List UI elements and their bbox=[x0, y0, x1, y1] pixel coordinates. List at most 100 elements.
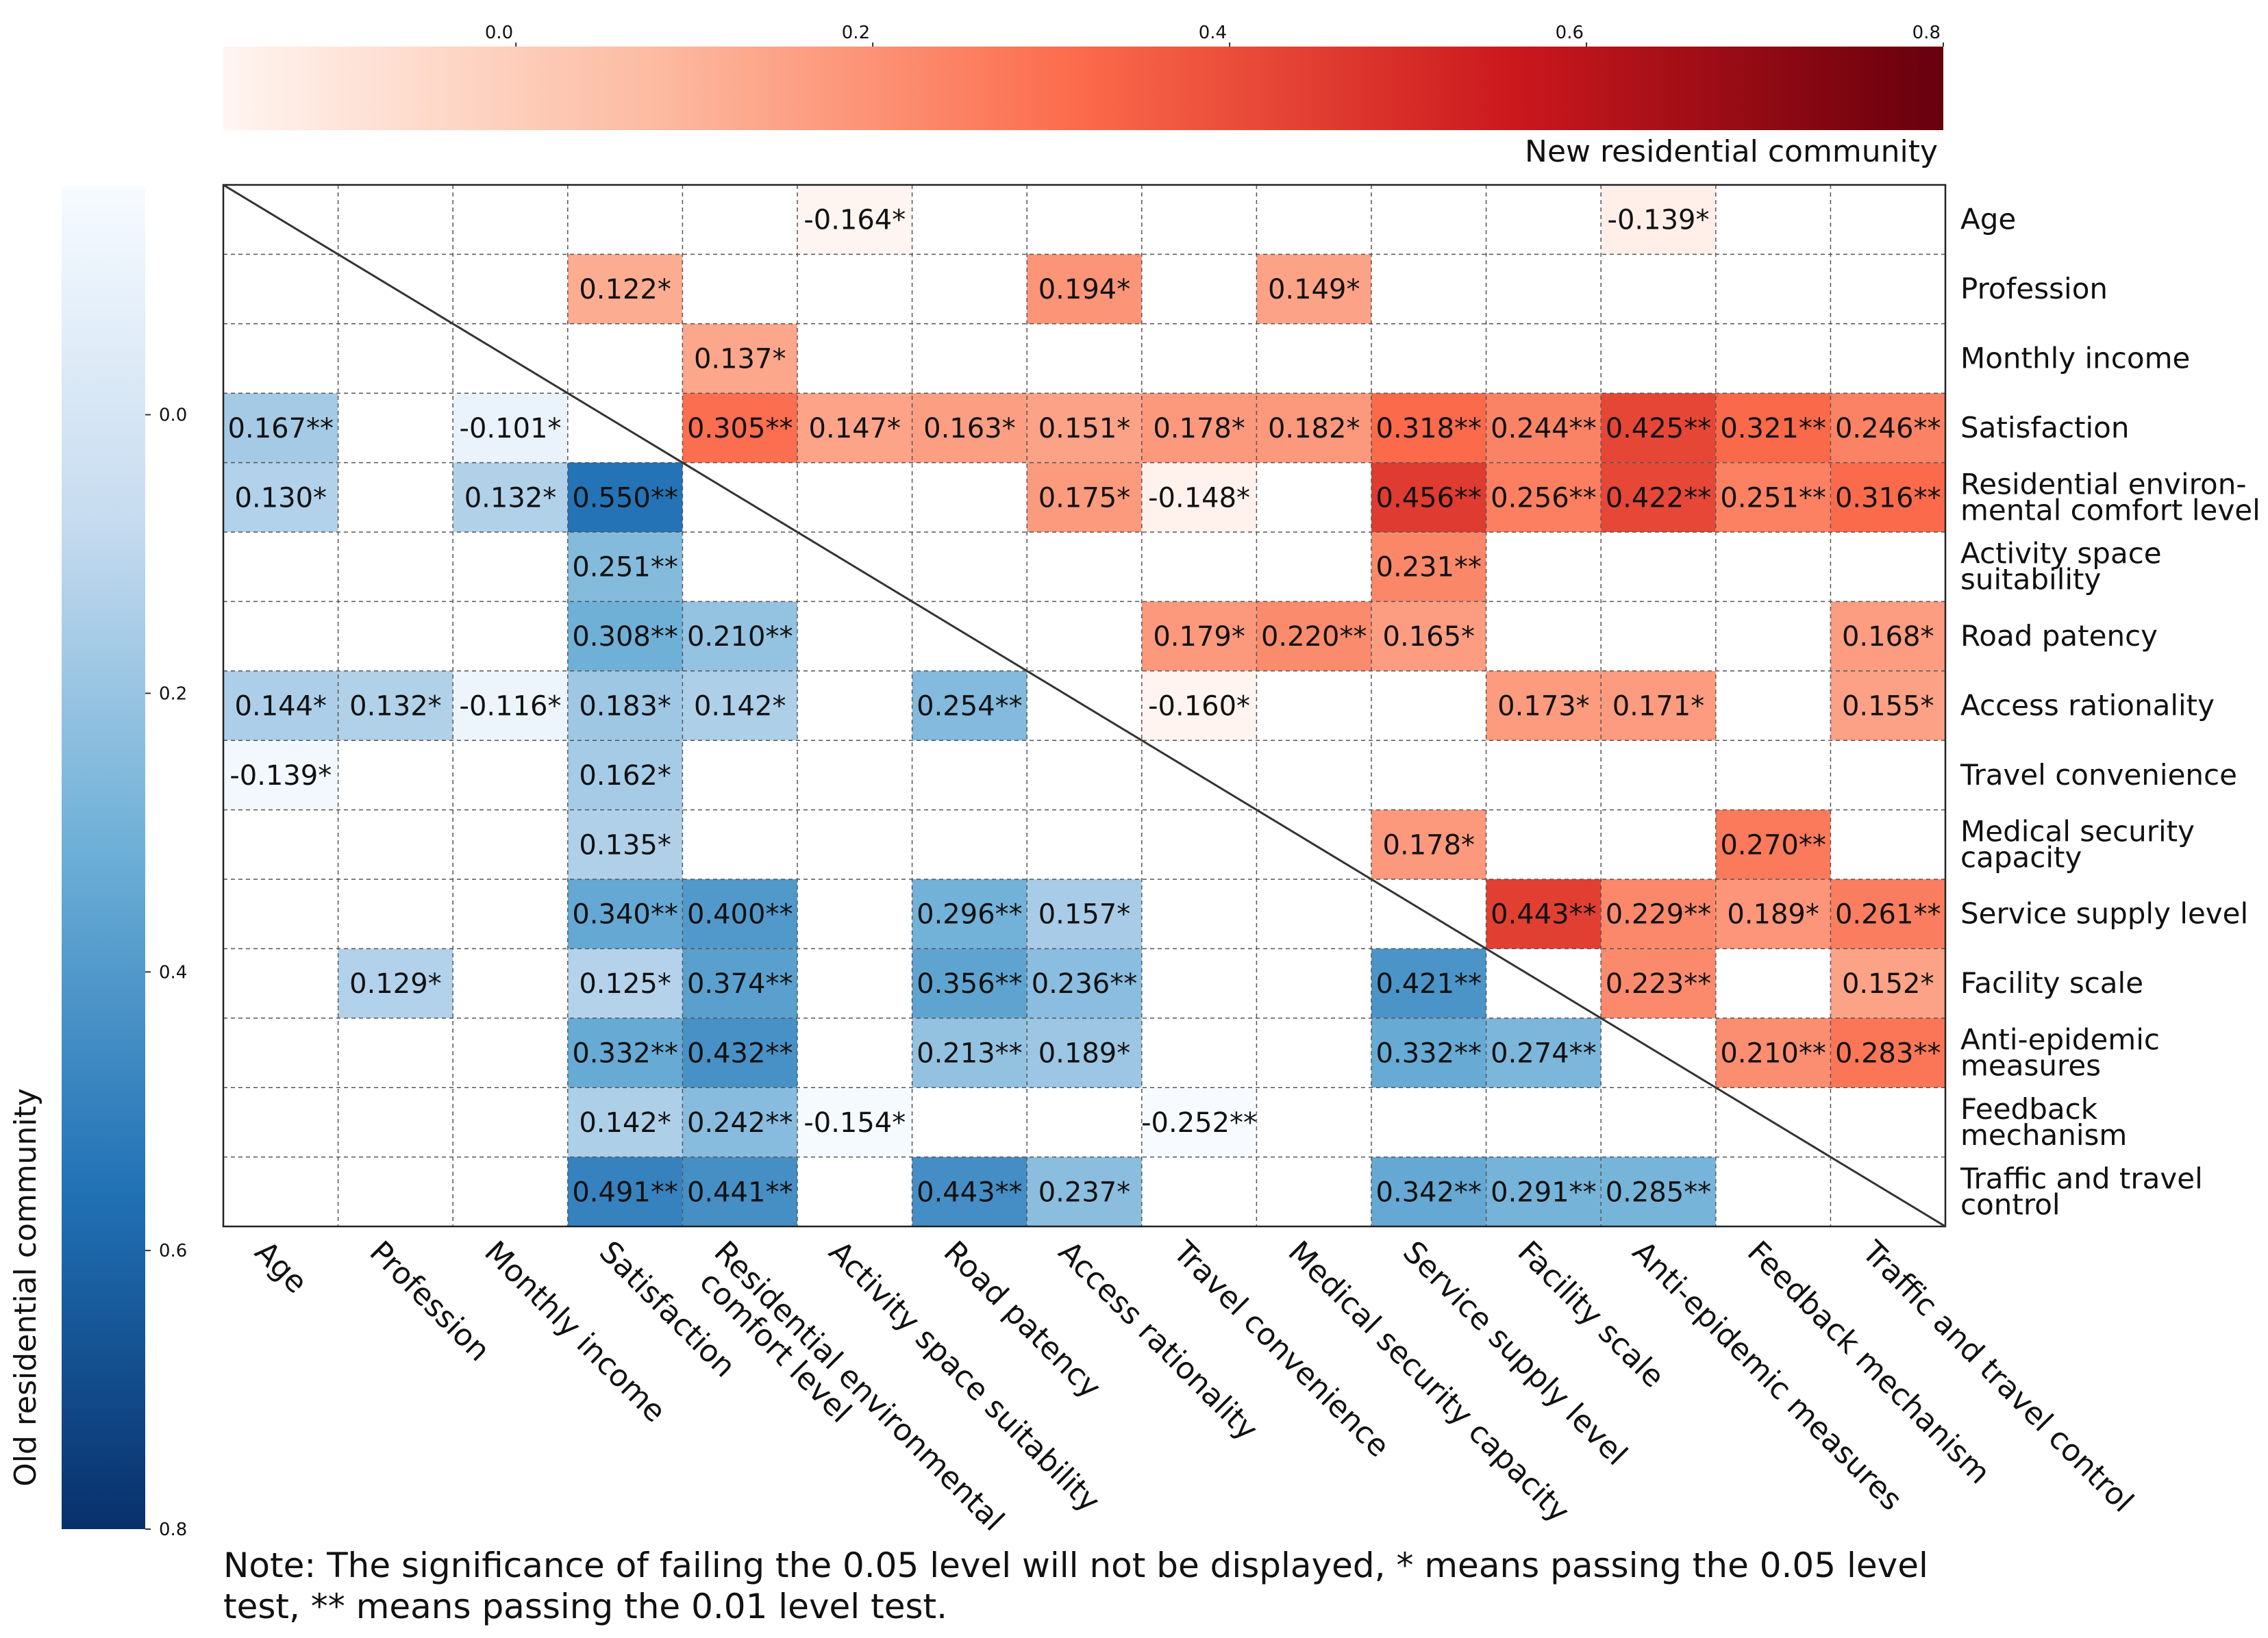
column-label-line: Profession bbox=[363, 1235, 497, 1368]
new-community-gradient-bar bbox=[223, 47, 1943, 130]
cell-value-label: 0.256** bbox=[1491, 482, 1597, 514]
column-label: Profession bbox=[363, 1235, 497, 1368]
old-community-cell bbox=[223, 740, 338, 810]
row-label-line: Travel convenience bbox=[1960, 758, 2237, 792]
new-community-cell bbox=[1027, 393, 1142, 463]
cell-value-label: 0.179* bbox=[1153, 621, 1245, 653]
old-community-cell bbox=[567, 1018, 683, 1088]
cell-value-label: 0.491** bbox=[572, 1176, 678, 1208]
old-community-cell bbox=[797, 1087, 912, 1157]
cell-value-label: 0.147* bbox=[809, 413, 901, 444]
new-community-cell bbox=[567, 254, 683, 324]
old-community-cell bbox=[1486, 1157, 1602, 1226]
old-community-cell bbox=[567, 948, 683, 1018]
cell-value-label: 0.332** bbox=[1376, 1038, 1482, 1070]
row-label-line: Age bbox=[1960, 203, 2016, 236]
cell-value-label: -0.116* bbox=[460, 691, 562, 722]
cell-value-label: 0.178* bbox=[1153, 413, 1245, 444]
row-label: Age bbox=[1960, 203, 2016, 236]
column-label: Age bbox=[248, 1235, 314, 1300]
old-community-cell bbox=[223, 393, 338, 463]
old-community-cell bbox=[682, 670, 797, 741]
cell-value-label: 0.142* bbox=[694, 691, 786, 722]
cell-value-label: 0.210** bbox=[1720, 1038, 1826, 1070]
cell-value-label: 0.132* bbox=[349, 691, 442, 722]
old-community-cell bbox=[1027, 879, 1142, 949]
cell-value-label: 0.251** bbox=[1720, 482, 1826, 514]
row-label-line: Access rationality bbox=[1960, 689, 2215, 722]
old-colorbar-tick-label: 0.4 bbox=[159, 962, 187, 983]
cell-value-label: 0.244** bbox=[1491, 413, 1597, 444]
cell-value-label: 0.274** bbox=[1491, 1038, 1597, 1070]
cell-value-label: 0.400** bbox=[687, 899, 793, 931]
cell-value-label: 0.194* bbox=[1038, 274, 1131, 305]
new-community-cell bbox=[1830, 601, 1945, 671]
old-community-cell bbox=[567, 1157, 683, 1226]
cell-value-label: 0.163* bbox=[923, 413, 1016, 444]
row-label-line: Monthly income bbox=[1960, 342, 2190, 375]
new-community-cell bbox=[797, 393, 912, 463]
diagonal-line bbox=[223, 184, 1946, 1228]
old-community-cell bbox=[1371, 948, 1486, 1018]
new-community-cell bbox=[1141, 462, 1257, 532]
cell-value-label: 0.229** bbox=[1606, 899, 1712, 931]
row-label: Road patency bbox=[1960, 619, 2158, 653]
new-community-cell bbox=[682, 323, 797, 394]
new-community-cell bbox=[1027, 462, 1142, 532]
old-community-cell bbox=[223, 462, 338, 532]
cell-value-label: 0.270** bbox=[1720, 829, 1826, 861]
old-community-cell bbox=[567, 462, 683, 532]
old-community-cell bbox=[682, 1018, 797, 1088]
new-community-cell bbox=[1486, 879, 1602, 949]
cell-value-label: 0.175* bbox=[1038, 482, 1131, 514]
new-colorbar-tick-label: 0.6 bbox=[1556, 23, 1584, 43]
old-community-cell bbox=[567, 879, 683, 949]
new-community-cell bbox=[1830, 462, 1945, 532]
significance-note: Note: The significance of failing the 0.… bbox=[223, 1546, 1928, 1626]
cell-value-label: 0.340** bbox=[572, 899, 678, 931]
cell-value-label: -0.101* bbox=[460, 413, 562, 444]
column-label: Access rationality bbox=[1051, 1235, 1264, 1448]
cell-value-label: 0.425** bbox=[1606, 413, 1712, 444]
new-community-cell bbox=[1715, 879, 1831, 949]
cell-value-label: 0.374** bbox=[687, 968, 793, 1000]
cell-value-label: -0.148* bbox=[1148, 482, 1250, 514]
new-community-cell bbox=[1027, 254, 1142, 324]
cell-value-label: 0.165* bbox=[1383, 621, 1475, 653]
old-community-cell bbox=[567, 809, 683, 879]
cell-value-label: 0.125* bbox=[579, 968, 671, 1000]
cell-value-label: 0.122* bbox=[579, 274, 671, 305]
old-community-colorbar: 0.0 0.2 0.4 0.6 0.8 Old residential communit… bbox=[8, 186, 187, 1540]
column-label-line: Travel convenience bbox=[1166, 1234, 1396, 1464]
new-community-cell bbox=[1830, 1018, 1945, 1088]
new-community-cell bbox=[1601, 670, 1716, 741]
new-colorbar-tick-label: 0.0 bbox=[485, 23, 513, 43]
row-label: Monthly income bbox=[1960, 342, 2190, 375]
cell-value-label: 0.137* bbox=[694, 344, 786, 375]
old-community-cell bbox=[1486, 1018, 1602, 1088]
cell-value-label: 0.296** bbox=[917, 899, 1023, 931]
row-label-line: Residential environ- bbox=[1960, 467, 2247, 501]
cell-value-label: 0.443** bbox=[1491, 899, 1597, 931]
new-community-cell bbox=[682, 393, 797, 463]
cell-value-label: 0.305** bbox=[687, 413, 793, 444]
old-community-cell bbox=[1601, 1157, 1716, 1226]
old-community-cell bbox=[1027, 948, 1142, 1018]
row-label-line: Activity space bbox=[1960, 537, 2162, 570]
row-label: Facility scale bbox=[1960, 966, 2143, 1000]
old-community-cell bbox=[567, 670, 683, 741]
new-community-cell bbox=[1715, 1018, 1831, 1088]
row-label-line: Traffic and travel bbox=[1960, 1161, 2203, 1195]
cell-value-label: 0.342** bbox=[1376, 1176, 1482, 1208]
new-community-cell bbox=[1715, 462, 1831, 532]
cell-value-label: -0.252** bbox=[1141, 1107, 1257, 1139]
old-community-cell bbox=[682, 1087, 797, 1157]
old-community-cell bbox=[1027, 1157, 1142, 1226]
cell-value-label: 0.213** bbox=[917, 1038, 1023, 1070]
old-colorbar-tick-label: 0.2 bbox=[159, 683, 187, 704]
row-label: Service supply level bbox=[1960, 897, 2248, 931]
column-label-line: Service supply level bbox=[1396, 1235, 1634, 1472]
column-label-line: Age bbox=[248, 1235, 314, 1300]
row-label: Travel convenience bbox=[1960, 758, 2237, 792]
old-community-cell bbox=[338, 670, 453, 741]
